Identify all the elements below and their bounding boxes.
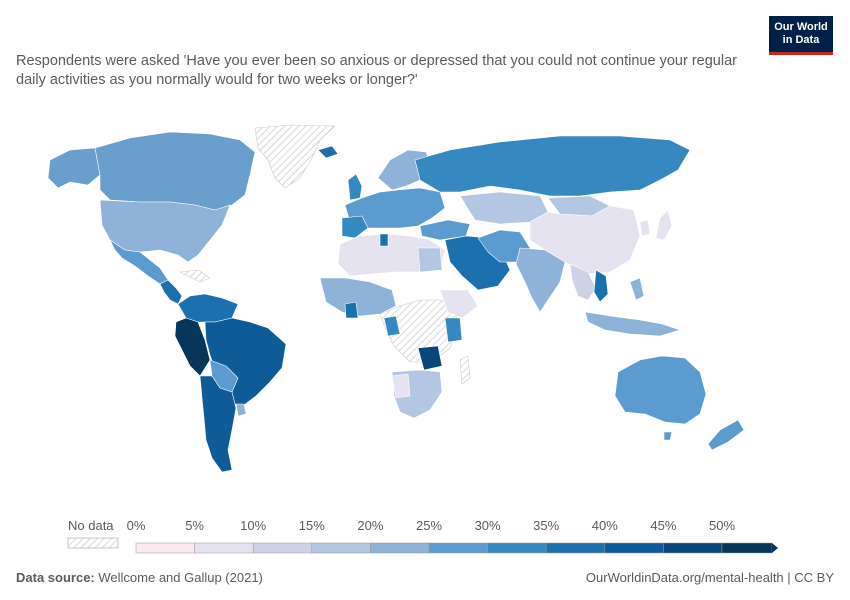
owid-logo[interactable]: Our World in Data xyxy=(769,16,833,55)
legend-bin-9 xyxy=(663,542,723,554)
region-russia xyxy=(414,135,691,197)
legend-tick-label: 50% xyxy=(708,518,736,533)
legend-bin-0 xyxy=(135,542,195,554)
color-legend: No data 0% 5% 10% 15% 20% 25% 30% 35% 40% 45% 50% xyxy=(0,515,850,555)
region-horn-africa xyxy=(439,289,479,319)
chart-subtitle: Respondents were asked 'Have you ever be… xyxy=(16,53,737,88)
region-zambia xyxy=(417,345,443,371)
legend-bin-7 xyxy=(545,542,606,554)
region-new-zealand xyxy=(707,419,745,451)
region-philippines xyxy=(629,277,645,301)
legend-tick-label: 0% xyxy=(126,518,146,533)
region-kenya xyxy=(444,317,463,343)
region-namibia xyxy=(391,373,411,399)
legend-no-data-label: No data xyxy=(68,518,114,533)
legend-bin-1 xyxy=(194,542,254,554)
region-vietnam xyxy=(593,269,609,303)
logo-line-1: Our World xyxy=(774,21,828,33)
region-korea xyxy=(639,219,651,237)
region-egypt xyxy=(417,247,443,273)
source-link[interactable]: OurWorldinData.org/mental-health | CC BY xyxy=(585,570,834,585)
legend-arrow-tip xyxy=(772,543,778,553)
region-alaska xyxy=(47,147,101,189)
region-indonesia xyxy=(584,311,681,337)
region-madagascar xyxy=(459,355,471,385)
legend-bin-2 xyxy=(252,542,313,554)
region-peru xyxy=(174,317,211,377)
region-australia xyxy=(614,355,707,425)
region-cameroon xyxy=(383,315,401,337)
legend-bin-8 xyxy=(604,542,664,554)
legend-tick-label: 25% xyxy=(415,518,443,533)
data-source-value: Wellcome and Gallup (2021) xyxy=(98,570,263,585)
legend-tick-label: 30% xyxy=(474,518,501,533)
legend-bin-6 xyxy=(487,542,547,554)
legend-tick-label: 40% xyxy=(591,518,618,533)
region-canada xyxy=(94,131,256,211)
region-uk xyxy=(347,173,363,201)
legend-tick-label: 15% xyxy=(298,518,325,533)
legend-tick-label: 20% xyxy=(357,518,384,533)
data-source-label: Data source: xyxy=(16,570,95,585)
region-iberia xyxy=(341,215,369,239)
legend-tick-label: 45% xyxy=(650,518,677,533)
legend-bin-10 xyxy=(721,542,773,554)
region-tasmania xyxy=(663,431,673,441)
legend-bin-4 xyxy=(370,542,430,554)
legend-tick-label: 35% xyxy=(533,518,560,533)
region-myanmar-thailand xyxy=(569,263,597,301)
region-india xyxy=(515,247,566,313)
logo-line-2: in Data xyxy=(782,33,820,46)
region-greenland xyxy=(254,124,336,189)
region-west-africa xyxy=(319,277,397,317)
region-caribbean xyxy=(179,269,211,283)
region-japan xyxy=(655,209,673,241)
region-iceland xyxy=(317,145,339,159)
data-source: Data source: Wellcome and Gallup (2021) xyxy=(16,570,263,585)
world-choropleth-map xyxy=(47,124,745,473)
legend-bin-3 xyxy=(311,542,371,554)
legend-no-data-swatch xyxy=(67,537,119,549)
region-colombia-venezuela xyxy=(177,293,239,323)
region-tunisia xyxy=(379,233,389,247)
region-central-america xyxy=(159,279,183,305)
region-ghana xyxy=(344,301,359,319)
legend-tick-label: 5% xyxy=(185,518,204,533)
legend-swatches xyxy=(67,537,778,554)
region-argentina xyxy=(199,375,237,473)
legend-bin-5 xyxy=(428,542,488,554)
region-uruguay xyxy=(235,403,247,417)
legend-tick-label: 10% xyxy=(240,518,267,533)
